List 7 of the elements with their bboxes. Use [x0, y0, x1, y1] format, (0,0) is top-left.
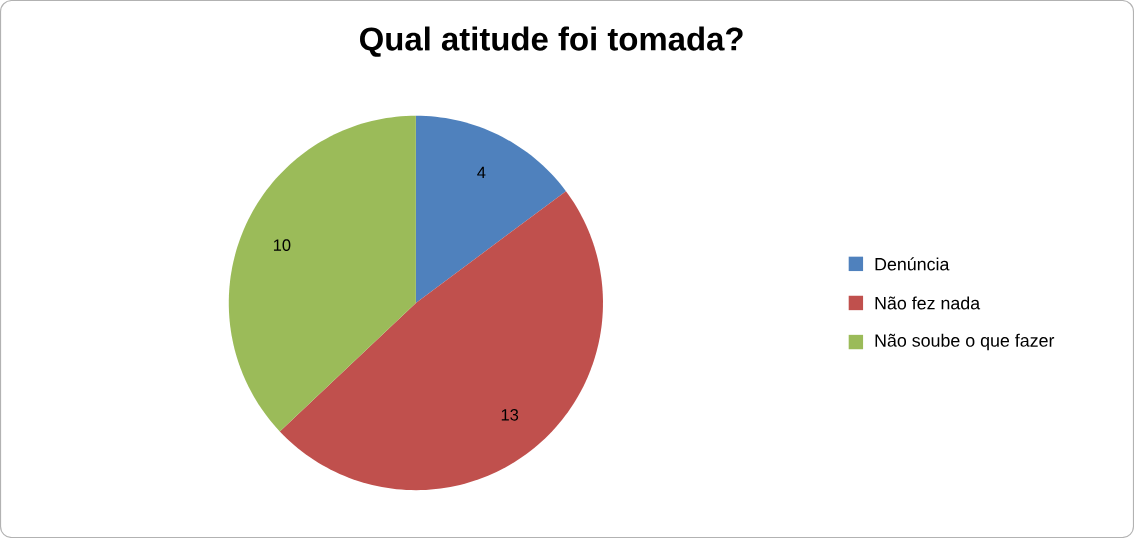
data-label: 4 [477, 166, 486, 179]
legend-label: Não fez nada [875, 296, 981, 310]
legend-label: Não soube o que fazer [875, 333, 1055, 351]
data-label: 10 [273, 239, 291, 251]
data-label: 13 [501, 408, 519, 421]
chart-title: Qual atitude foi tomada? [360, 26, 743, 57]
legend-label: Denúncia [875, 257, 950, 271]
